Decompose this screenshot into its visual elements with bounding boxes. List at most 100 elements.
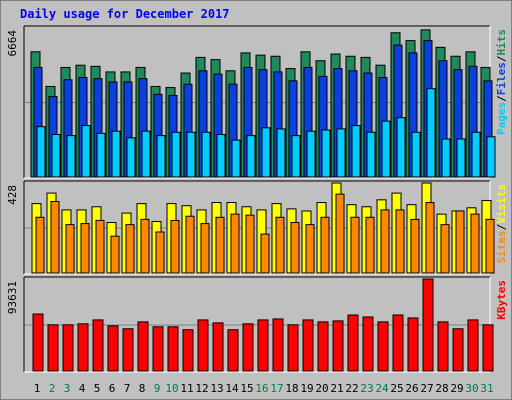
bar-sites-day-11 xyxy=(185,215,195,274)
x-tick-day-12: 12 xyxy=(195,382,208,395)
bar-pages-day-30 xyxy=(471,131,481,178)
bar-pages-day-1 xyxy=(36,126,46,178)
legend-kbytes: KBytes xyxy=(495,280,508,320)
bar-sites-day-8 xyxy=(140,218,150,274)
bar-kbytes-day-3 xyxy=(62,324,74,372)
x-tick-day-1: 1 xyxy=(34,382,41,395)
x-tick-day-30: 30 xyxy=(465,382,478,395)
x-tick-day-5: 5 xyxy=(94,382,101,395)
bar-kbytes-day-27 xyxy=(422,278,434,372)
bar-kbytes-day-1 xyxy=(32,313,44,372)
bar-pages-day-21 xyxy=(336,128,346,178)
bar-sites-day-12 xyxy=(200,223,210,274)
bar-sites-day-21 xyxy=(335,193,345,274)
bar-kbytes-day-8 xyxy=(137,321,149,372)
bar-kbytes-day-16 xyxy=(257,319,269,372)
x-tick-day-2: 2 xyxy=(49,382,56,395)
bar-pages-day-27 xyxy=(426,88,436,178)
x-tick-day-10: 10 xyxy=(165,382,178,395)
bar-kbytes-day-24 xyxy=(377,321,389,372)
x-tick-day-9: 9 xyxy=(154,382,161,395)
bar-pages-day-14 xyxy=(231,139,241,178)
bar-pages-day-11 xyxy=(186,131,196,178)
bar-pages-day-22 xyxy=(351,125,361,178)
bar-kbytes-day-23 xyxy=(362,316,374,372)
x-tick-day-22: 22 xyxy=(345,382,358,395)
x-tick-day-28: 28 xyxy=(435,382,448,395)
legend-sites: Sites xyxy=(495,230,508,263)
x-tick-day-18: 18 xyxy=(285,382,298,395)
bar-kbytes-day-17 xyxy=(272,318,284,372)
x-tick-day-13: 13 xyxy=(210,382,223,395)
x-tick-day-23: 23 xyxy=(360,382,373,395)
bar-pages-day-19 xyxy=(306,130,316,178)
bar-kbytes-day-19 xyxy=(302,319,314,372)
legend-slash: / xyxy=(495,223,508,230)
bar-pages-day-4 xyxy=(81,125,91,178)
bar-sites-day-26 xyxy=(410,218,420,274)
bar-kbytes-day-4 xyxy=(77,323,89,372)
bar-kbytes-day-21 xyxy=(332,320,344,372)
bar-kbytes-day-11 xyxy=(182,329,194,372)
bar-sites-day-28 xyxy=(440,224,450,274)
bar-kbytes-day-30 xyxy=(467,319,479,372)
bar-sites-day-4 xyxy=(80,223,90,274)
bar-sites-day-2 xyxy=(50,201,60,274)
bar-sites-day-7 xyxy=(125,224,135,274)
bar-kbytes-day-29 xyxy=(452,328,464,372)
bar-pages-day-29 xyxy=(456,138,466,178)
bar-sites-day-17 xyxy=(275,216,285,274)
legend-pages: Pages xyxy=(495,102,508,135)
bar-kbytes-day-5 xyxy=(92,319,104,372)
bar-sites-day-1 xyxy=(35,216,45,274)
x-tick-day-7: 7 xyxy=(124,382,131,395)
x-tick-day-24: 24 xyxy=(375,382,389,395)
bar-pages-day-20 xyxy=(321,129,331,178)
bar-pages-day-25 xyxy=(396,117,406,178)
bar-kbytes-day-25 xyxy=(392,314,404,372)
bar-pages-day-24 xyxy=(381,120,391,178)
bar-kbytes-day-10 xyxy=(167,326,179,372)
x-tick-day-3: 3 xyxy=(64,382,71,395)
x-tick-day-8: 8 xyxy=(139,382,146,395)
x-tick-day-21: 21 xyxy=(330,382,343,395)
panel-2-ymax-label: 428 xyxy=(6,185,19,205)
legend-slash: / xyxy=(495,55,508,62)
bar-kbytes-day-14 xyxy=(227,329,239,372)
bar-pages-day-16 xyxy=(261,127,271,178)
bar-sites-day-24 xyxy=(380,209,390,274)
bar-sites-day-18 xyxy=(290,222,300,274)
bar-kbytes-day-20 xyxy=(317,321,329,372)
bar-pages-day-6 xyxy=(111,130,121,178)
bar-pages-day-15 xyxy=(246,135,256,178)
bar-sites-day-3 xyxy=(65,224,75,274)
bar-pages-day-7 xyxy=(126,137,136,178)
bar-sites-day-27 xyxy=(425,202,435,274)
bar-pages-day-2 xyxy=(51,134,61,178)
bar-sites-day-13 xyxy=(215,216,225,274)
bar-sites-day-20 xyxy=(320,216,330,274)
panel-3-legend-label: KBytes xyxy=(495,280,508,320)
panel-1-legend-label: Pages/Files/Hits xyxy=(495,29,508,135)
legend-files: Files xyxy=(495,62,508,95)
bar-sites-day-31 xyxy=(485,218,495,274)
legend-visits: Visits xyxy=(495,184,508,224)
bar-pages-day-12 xyxy=(201,131,211,178)
bar-sites-day-10 xyxy=(170,219,180,274)
bar-kbytes-day-13 xyxy=(212,322,224,372)
bar-sites-day-14 xyxy=(230,213,240,274)
bar-kbytes-day-31 xyxy=(482,324,494,372)
bar-kbytes-day-28 xyxy=(437,321,449,372)
bar-sites-day-6 xyxy=(110,235,120,274)
x-tick-day-17: 17 xyxy=(270,382,283,395)
bar-sites-day-30 xyxy=(470,213,480,274)
x-tick-day-25: 25 xyxy=(390,382,403,395)
bar-kbytes-day-6 xyxy=(107,325,119,372)
bar-pages-day-17 xyxy=(276,128,286,178)
bar-sites-day-22 xyxy=(350,216,360,274)
x-tick-day-31: 31 xyxy=(480,382,493,395)
x-tick-day-19: 19 xyxy=(300,382,313,395)
bar-sites-day-25 xyxy=(395,209,405,274)
panel-3-ymax-label: 93631 xyxy=(6,281,19,314)
legend-slash: / xyxy=(495,95,508,102)
